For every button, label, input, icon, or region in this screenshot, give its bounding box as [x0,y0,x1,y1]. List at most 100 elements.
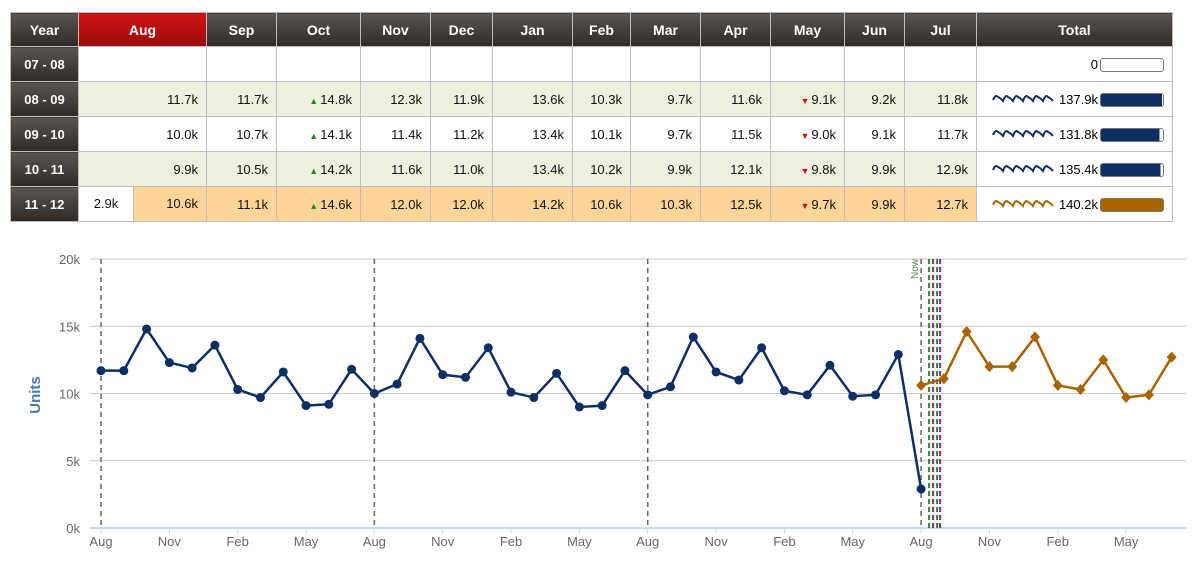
x-tick-label: Nov [431,534,455,549]
month-cell [700,46,771,82]
data-point [415,333,425,343]
x-tick-label: May [840,534,865,549]
sparkline-icon [992,94,1054,103]
month-cell: 11.6k [700,81,771,117]
month-cell: 12.0k [360,186,431,222]
units-line-chart: 0k 5k 10k 15k 20k Units Now Aug Nov Feb May Aug Nov F… [27,252,1186,549]
x-tick-label: Aug [89,534,112,549]
x-tick-label: Feb [500,534,522,549]
data-point [757,343,767,353]
total-value: 140.2k [1058,197,1098,213]
sparkline-icon [992,164,1054,173]
month-cell [492,46,573,82]
column-header-jan[interactable]: Jan [492,12,573,47]
column-header-nov[interactable]: Nov [360,12,431,47]
x-tick-label: Feb [1047,534,1069,549]
x-tick-label: Feb [773,534,795,549]
data-point [984,361,995,373]
month-cell: 12.0k [430,186,493,222]
trend-down-icon: ▼ [800,130,810,141]
month-cell: 12.7k [904,186,977,222]
data-point [688,332,698,342]
month-cell: 9.1k [844,116,905,152]
column-header-jun[interactable]: Jun [844,12,905,47]
y-axis-label: Units [27,376,44,414]
month-cell: 11.1k [206,186,277,222]
data-point [779,386,789,396]
column-header-feb[interactable]: Feb [572,12,631,47]
year-label[interactable]: 10 - 11 [10,151,79,187]
month-cell: 10.2k [572,151,631,187]
data-point [597,401,607,411]
total-bar [1100,92,1164,107]
table-row: 11 - 12 2.9k 10.6k 11.1k ▲ 14.6k 12.0k 12.0k 14.… [10,186,1173,222]
total-value: 137.9k [1058,92,1098,108]
column-header-oct[interactable]: Oct [276,12,361,47]
table-row: 08 - 09 11.7k 11.7k ▲ 14.8k 12.3k 11.9k 13.6k 10… [10,81,1173,117]
month-cell [844,46,905,82]
data-point [438,370,448,380]
month-cell: 11.5k [700,116,771,152]
x-tick-label: May [294,534,319,549]
trend-up-icon: ▲ [309,165,319,176]
total-cell: 140.2k [976,186,1173,222]
month-cell: 12.9k [904,151,977,187]
month-cell [904,46,977,82]
column-header-aug[interactable]: Aug [78,12,207,47]
data-point [1029,331,1040,343]
month-cell [770,46,845,82]
month-cell: ▼ 9.8k [770,151,845,187]
column-header-apr[interactable]: Apr [700,12,771,47]
data-point [871,390,881,400]
month-cell: 13.6k [492,81,573,117]
data-point [96,366,106,376]
month-cell: 12.3k [360,81,431,117]
total-value: 131.8k [1058,127,1098,143]
month-cell: 10.1k [572,116,631,152]
data-point [620,366,630,376]
year-label[interactable]: 08 - 09 [10,81,79,117]
data-point [916,484,926,494]
month-cell: 10.3k [572,81,631,117]
data-point [574,402,584,412]
column-header-mar[interactable]: Mar [630,12,701,47]
column-header-sep[interactable]: Sep [206,12,277,47]
column-header-jul[interactable]: Jul [904,12,977,47]
month-cell: ▼ 9.7k [770,186,845,222]
month-cell: 11.4k [360,116,431,152]
month-cell: ▼ 9.1k [770,81,845,117]
total-cell: 135.4k [976,151,1173,187]
month-cell: 10.0k [78,116,207,152]
column-header-dec[interactable]: Dec [430,12,493,47]
year-label[interactable]: 09 - 10 [10,116,79,152]
year-label[interactable]: 07 - 08 [10,46,79,82]
x-tick-label: May [1114,534,1139,549]
month-cell: 13.4k [492,151,573,187]
month-cell: 11.6k [360,151,431,187]
month-cell: 11.2k [430,116,493,152]
data-point [483,343,493,353]
column-header-total: Total [976,12,1173,47]
month-cell: 13.4k [492,116,573,152]
year-label[interactable]: 11 - 12 [10,186,79,222]
total-bar [1100,127,1164,142]
data-point [1052,379,1063,391]
month-cell [78,46,207,82]
y-tick-label: 20k [59,252,80,267]
previous-partial-value: 2.9k [79,187,134,221]
data-point [233,384,243,394]
column-header-may[interactable]: May [770,12,845,47]
data-point [392,379,402,389]
total-value: 0 [1090,57,1098,73]
month-cell: 12.5k [700,186,771,222]
series-line-0 [101,326,923,490]
data-point [324,399,334,409]
data-point [210,340,220,350]
month-cell: 11.7k [206,81,277,117]
trend-up-icon: ▲ [309,200,319,211]
month-cell: 12.1k [700,151,771,187]
x-tick-label: May [567,534,592,549]
month-cell: 9.7k [630,116,701,152]
data-point [893,349,903,359]
month-cell [360,46,431,82]
